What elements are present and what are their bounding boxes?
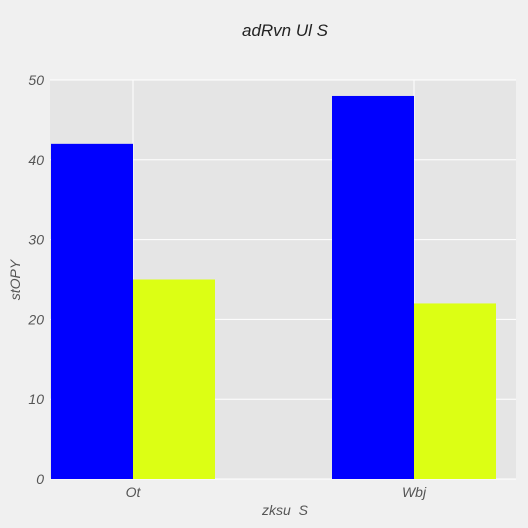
bar-ot-series-2 [133,279,215,479]
y-tick-label: 50 [28,72,44,88]
x-tick-label: Wbj [402,484,427,500]
bar-ot-series-1 [51,143,133,479]
y-axis-label: stOPY [7,258,23,300]
bars [51,95,496,480]
y-tick-label: 20 [27,311,44,327]
bar-wbj-series-2 [414,303,496,479]
x-tick-label: Ot [126,484,142,500]
x-axis-label: zksu S [261,502,309,518]
y-tick-label: 0 [36,471,44,487]
tick-labels: 0 10 20 30 40 50 Ot Wbj [27,72,427,500]
y-tick-label: 10 [28,391,44,407]
y-tick-label: 30 [28,232,44,248]
chart-title: adRvn Ul S [242,21,329,40]
y-tick-label: 40 [28,152,44,168]
bar-wbj-series-1 [332,95,414,480]
